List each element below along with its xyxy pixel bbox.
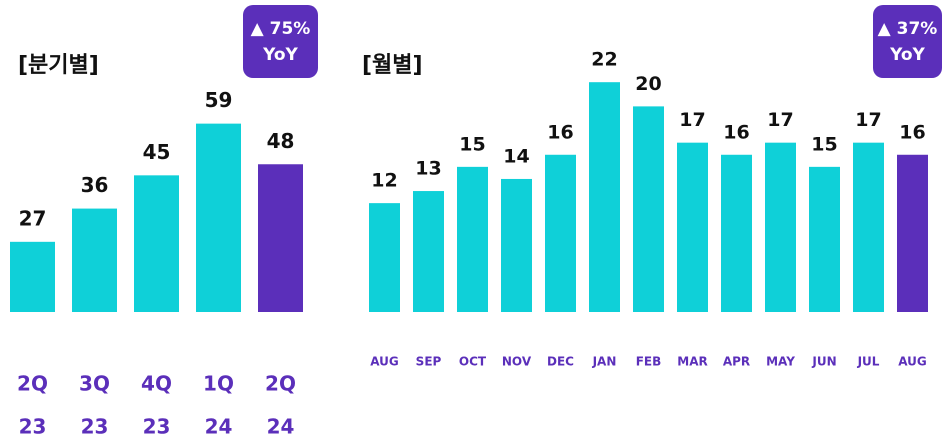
x-tick-label: JUL (857, 355, 880, 369)
value-label: 48 (267, 129, 295, 153)
bar (10, 241, 55, 312)
bar (589, 82, 620, 312)
value-label: 12 (371, 170, 397, 192)
x-tick-label: MAY (766, 355, 795, 369)
x-tick-label: DEC (547, 355, 574, 369)
badge-text: YoY (889, 45, 925, 65)
x-tick-label: JUN (811, 355, 836, 369)
bar (258, 164, 303, 312)
x-tick-label: 23 (81, 415, 109, 439)
bar (897, 154, 928, 312)
value-label: 16 (899, 121, 925, 143)
x-tick-label: JAN (592, 355, 617, 369)
x-tick-label: 23 (143, 415, 171, 439)
value-label: 36 (81, 173, 109, 197)
badge-text: ▲ 37% (878, 19, 938, 39)
value-label: 17 (679, 109, 705, 131)
value-label: 16 (723, 121, 749, 143)
value-label: 15 (459, 133, 485, 155)
value-label: 59 (205, 88, 233, 112)
bar (721, 154, 752, 312)
x-tick-label: SEP (416, 355, 442, 369)
x-tick-label: FEB (636, 355, 662, 369)
bar (545, 154, 576, 312)
bar (677, 142, 708, 312)
x-tick-label: AUG (370, 355, 399, 369)
value-label: 20 (635, 73, 661, 95)
yoy-badge (243, 5, 318, 78)
bar (413, 191, 444, 312)
x-tick-label: MAR (677, 355, 707, 369)
value-label: 15 (811, 133, 837, 155)
value-label: 45 (143, 140, 171, 164)
value-label: 16 (547, 121, 573, 143)
x-tick-label: NOV (502, 355, 532, 369)
bar (765, 142, 796, 312)
x-tick-label: 3Q (79, 372, 110, 396)
bar (853, 142, 884, 312)
x-tick-label: AUG (898, 355, 927, 369)
x-tick-label: OCT (459, 355, 487, 369)
x-tick-label: 2Q (17, 372, 48, 396)
bar (196, 123, 241, 313)
x-tick-label: 24 (205, 415, 233, 439)
bar (134, 175, 179, 312)
bar (369, 203, 400, 312)
x-tick-label: 4Q (141, 372, 172, 396)
x-tick-label: 1Q (203, 372, 234, 396)
bar (501, 178, 532, 312)
x-tick-label: 24 (267, 415, 295, 439)
badge-text: YoY (262, 45, 298, 65)
value-label: 14 (503, 145, 529, 167)
x-tick-label: 23 (19, 415, 47, 439)
value-label: 27 (19, 206, 47, 230)
badge-text: ▲ 75% (251, 19, 311, 39)
bar (457, 166, 488, 312)
value-label: 22 (591, 49, 617, 71)
bar (633, 106, 664, 312)
value-label: 17 (855, 109, 881, 131)
x-tick-label: 2Q (265, 372, 296, 396)
yoy-badge (873, 5, 942, 78)
x-tick-label: APR (723, 355, 750, 369)
value-label: 17 (767, 109, 793, 131)
value-label: 13 (415, 158, 441, 180)
chart-title: [월별] (362, 53, 423, 78)
chart-title: [분기별] (18, 53, 99, 78)
bar (72, 208, 117, 312)
bar (809, 166, 840, 312)
